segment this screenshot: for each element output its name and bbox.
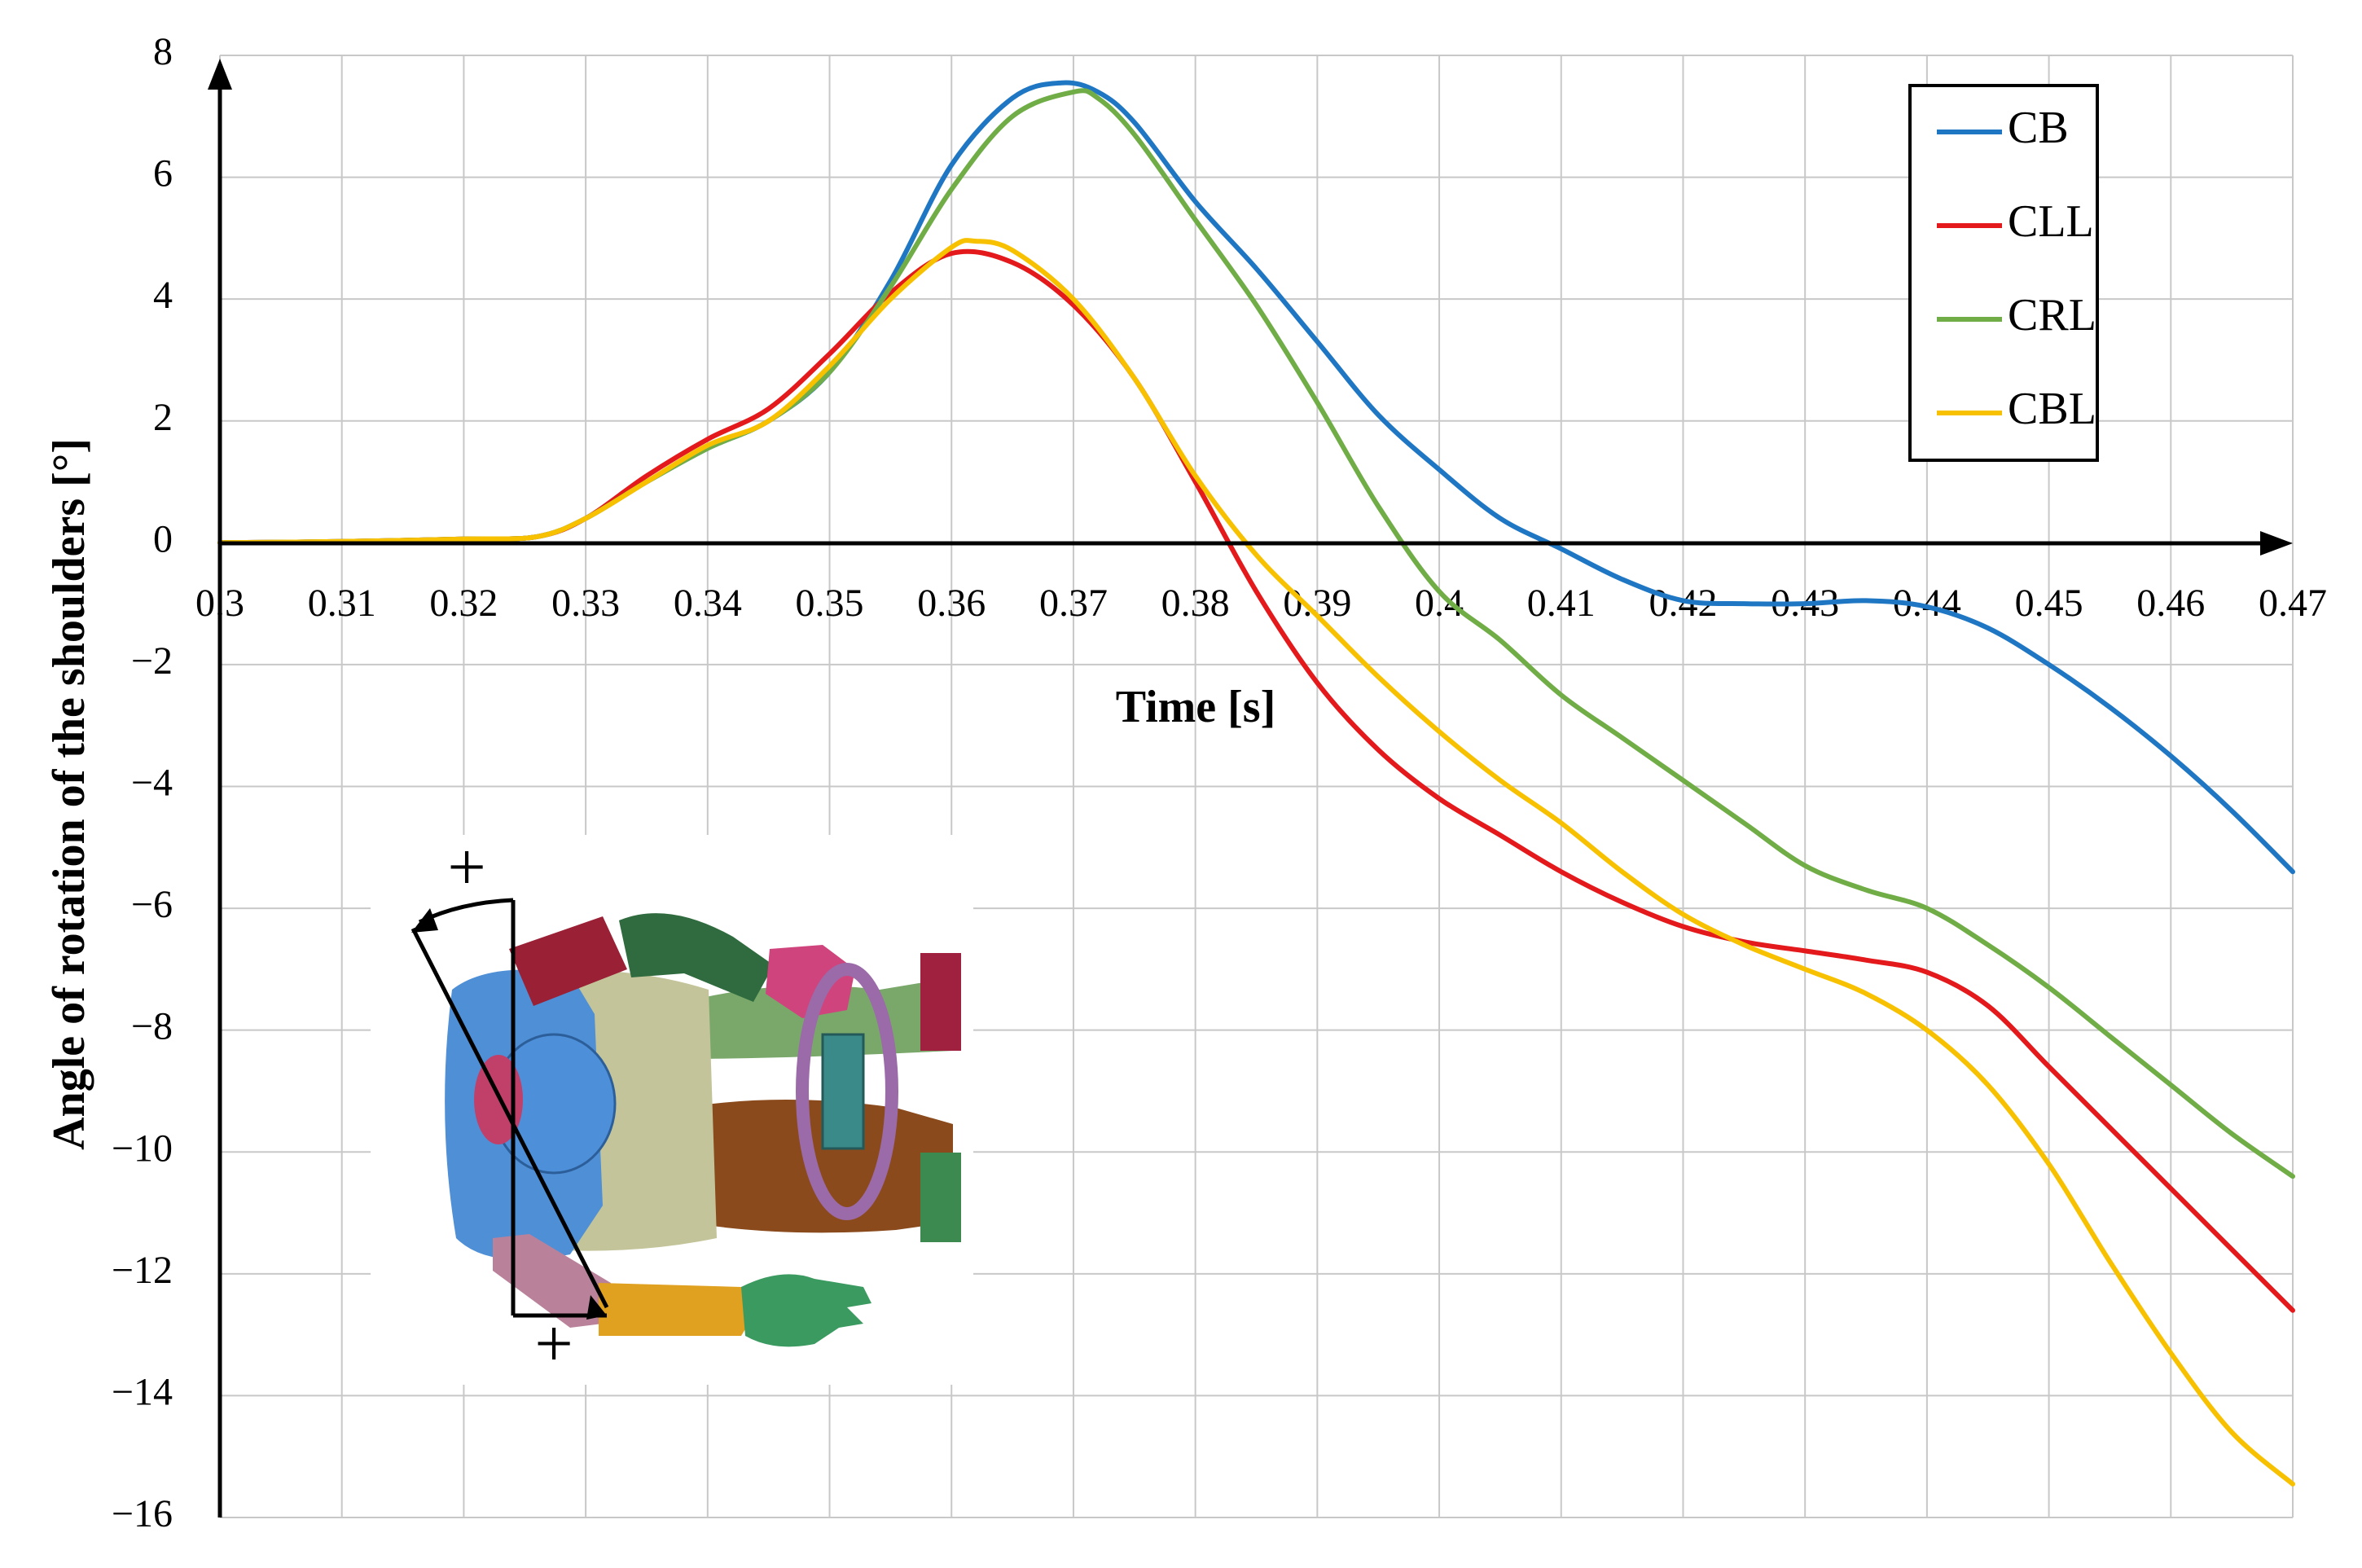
plus-sign-top: + xyxy=(447,829,485,905)
y-tick-label: 2 xyxy=(153,396,173,439)
series-line-cll xyxy=(217,248,2295,1313)
y-tick-label: 8 xyxy=(153,30,173,73)
x-tick-label: 0.47 xyxy=(2259,582,2327,625)
y-tick-labels: 8 6 4 2 0 −2 −4 −6 −8 −10 −12 −14 −16 xyxy=(112,30,173,1535)
legend-label-cbl: CBL xyxy=(2008,384,2096,434)
series-line-cbl xyxy=(217,238,2295,1487)
x-tick-labels: 0.3 0.31 0.32 0.33 0.34 0.35 0.36 0.37 0.38 0.39 0… xyxy=(195,582,2327,625)
y-tick-label: −8 xyxy=(131,1005,173,1048)
legend: CB CLL CRL CBL xyxy=(1908,84,2099,462)
dummy-legs xyxy=(684,1100,953,1233)
x-tick-label: 0.37 xyxy=(1039,582,1108,625)
x-tick-label: 0.35 xyxy=(796,582,864,625)
dummy-foot-right xyxy=(920,953,961,1051)
y-tick-label: −2 xyxy=(131,639,173,683)
x-axis-title: Time [s] xyxy=(1116,682,1276,732)
shoulder-axis-line xyxy=(410,927,609,1309)
x-tick-label: 0.32 xyxy=(429,582,498,625)
dummy-hand-left xyxy=(741,1274,871,1347)
y-axis-arrow xyxy=(208,59,232,90)
y-tick-label: −12 xyxy=(112,1249,173,1292)
legend-box xyxy=(1908,84,2099,462)
x-tick-label: 0.46 xyxy=(2136,582,2205,625)
steering-column xyxy=(821,1033,865,1150)
dummy-upper-arm-left xyxy=(493,1234,611,1328)
y-tick-label: −6 xyxy=(131,883,173,926)
dummy-upper-arm-right xyxy=(509,916,627,1006)
y-tick-label: 6 xyxy=(153,152,173,195)
legend-label-crl: CRL xyxy=(2008,290,2096,340)
arrowhead-bottom xyxy=(586,1295,607,1320)
plus-sign-bottom: + xyxy=(534,1306,573,1381)
x-tick-label: 0.45 xyxy=(2015,582,2083,625)
x-tick-label: 0.33 xyxy=(551,582,620,625)
x-tick-label: 0.31 xyxy=(308,582,376,625)
dummy-forearm-left xyxy=(599,1283,753,1336)
legend-label-cll: CLL xyxy=(2008,196,2094,247)
x-tick-label: 0.41 xyxy=(1527,582,1596,625)
dummy-illustration: + + xyxy=(371,829,973,1385)
y-tick-label: −16 xyxy=(112,1492,173,1535)
y-tick-label: −14 xyxy=(112,1370,173,1413)
dummy-foot-left xyxy=(920,1153,961,1242)
y-tick-label: 0 xyxy=(153,517,173,560)
steering-wheel xyxy=(796,963,898,1220)
dummy-hand-right xyxy=(766,945,855,1018)
series-lines xyxy=(217,80,2295,1487)
x-tick-label: 0.34 xyxy=(674,582,742,625)
x-axis-arrow xyxy=(2260,531,2293,556)
x-tick-label: 0.38 xyxy=(1161,582,1230,625)
dummy-forearm-right xyxy=(619,913,774,1002)
arrowhead-top xyxy=(411,908,438,933)
y-tick-label: −4 xyxy=(131,762,173,805)
y-tick-label: 4 xyxy=(153,274,173,317)
y-tick-label: −10 xyxy=(112,1127,173,1170)
legend-label-cb: CB xyxy=(2008,103,2069,153)
x-tick-label: 0.36 xyxy=(917,582,986,625)
y-axis-title: Angle of rotation of the shoulders [°] xyxy=(44,438,94,1150)
